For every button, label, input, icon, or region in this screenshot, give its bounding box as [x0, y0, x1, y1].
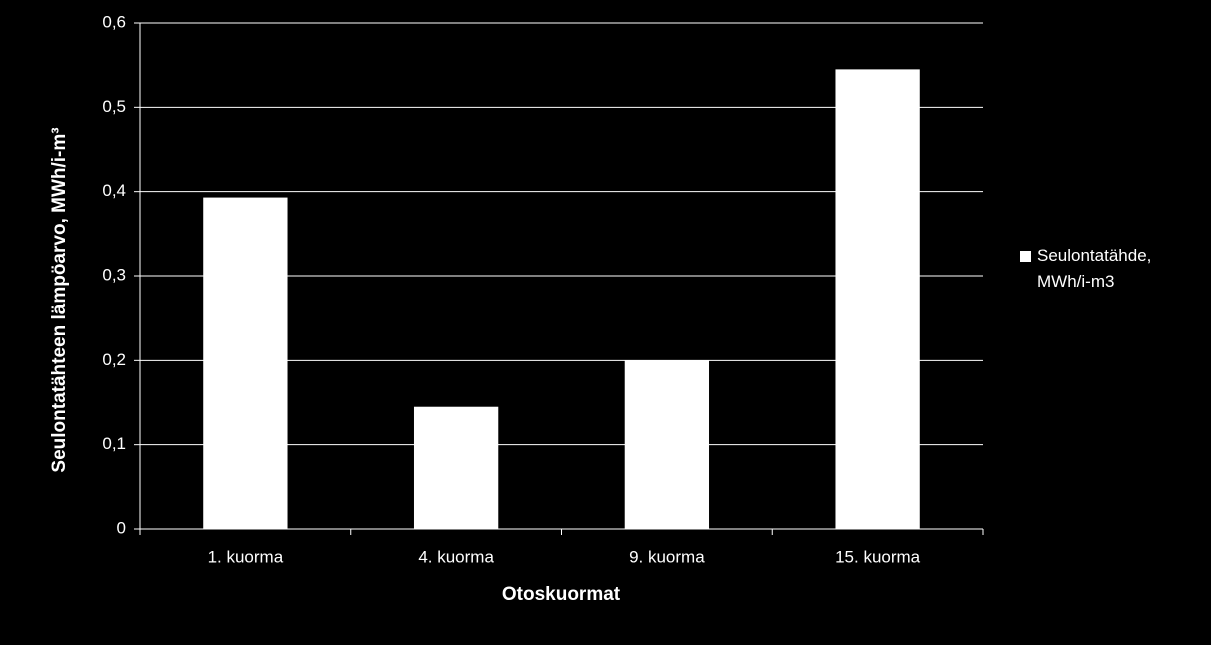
x-axis-title: Otoskuormat	[502, 584, 621, 605]
y-tick-label: 0,3	[102, 265, 126, 284]
bar	[203, 197, 288, 529]
bar	[624, 360, 710, 529]
bar	[413, 406, 499, 529]
y-tick-label: 0	[117, 518, 126, 537]
y-tick-label: 0,4	[102, 181, 126, 200]
bar	[835, 69, 920, 529]
legend: Seulontatähde, MWh/i-m3	[1020, 243, 1190, 295]
y-axis-title: Seulontatähteen lämpöarvo, MWh/i-m³	[49, 127, 70, 472]
y-tick-label: 0,2	[102, 350, 126, 369]
x-tick-label: 4. kuorma	[418, 547, 494, 566]
y-tick-label: 0,6	[102, 12, 126, 31]
legend-label: Seulontatähde, MWh/i-m3	[1037, 246, 1152, 291]
x-tick-label: 15. kuorma	[835, 547, 921, 566]
y-tick-label: 0,5	[102, 97, 126, 116]
x-tick-label: 9. kuorma	[629, 547, 705, 566]
y-tick-label: 0,1	[102, 434, 126, 453]
legend-swatch	[1020, 251, 1031, 262]
x-tick-label: 1. kuorma	[208, 547, 284, 566]
